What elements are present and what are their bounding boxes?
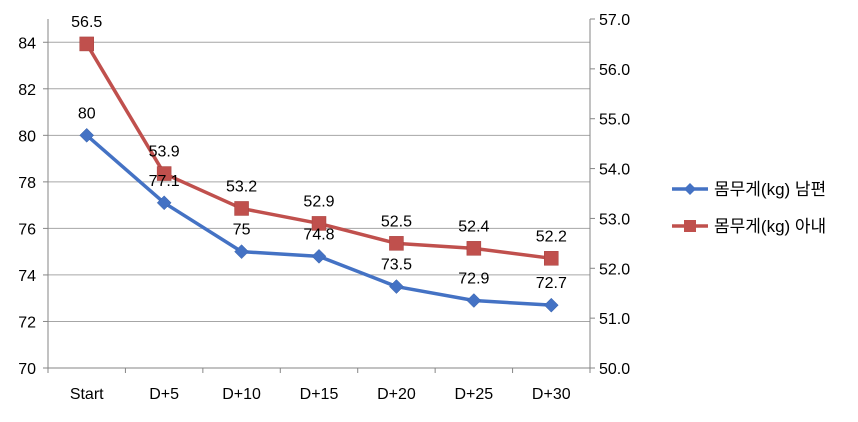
diamond-marker bbox=[543, 297, 559, 313]
y-right-tick-label: 56.0 bbox=[599, 62, 630, 79]
y-right-tick-label: 51.0 bbox=[599, 311, 630, 328]
y-left-tick-label: 82 bbox=[18, 82, 36, 99]
data-label-series-1: 72.7 bbox=[536, 275, 567, 292]
diamond-marker bbox=[311, 248, 327, 264]
y-left-tick-label: 76 bbox=[18, 221, 36, 238]
legend-diamond-marker bbox=[684, 183, 696, 195]
legend-label-2: 몸무게(kg) 아내 bbox=[714, 217, 826, 236]
y-left-tick-label: 78 bbox=[18, 175, 36, 192]
x-tick-label: D+25 bbox=[455, 386, 494, 403]
data-label-series-2: 52.4 bbox=[458, 218, 489, 235]
data-label-series-2: 53.2 bbox=[226, 178, 257, 195]
y-left-tick-label: 70 bbox=[18, 361, 36, 378]
data-label-series-2: 52.5 bbox=[381, 213, 412, 230]
square-marker bbox=[79, 36, 94, 52]
square-marker bbox=[156, 166, 172, 181]
data-label-series-2: 52.9 bbox=[303, 193, 334, 210]
x-tick-label: D+15 bbox=[300, 386, 339, 403]
x-tick-label: Start bbox=[70, 386, 104, 403]
axes: 70 72 74 76 78 80 82 84 50.0 51.0 52.0 53.0 54.0 55.0… bbox=[18, 12, 630, 403]
y-right-tick-label: 53.0 bbox=[599, 211, 630, 228]
diamond-marker bbox=[79, 127, 95, 143]
data-label-series-1: 72.9 bbox=[458, 271, 489, 288]
square-marker bbox=[466, 241, 482, 256]
square-marker bbox=[311, 216, 327, 231]
data-label-series-2: 53.9 bbox=[149, 144, 180, 161]
y-right-tick-label: 57.0 bbox=[599, 12, 630, 29]
data-labels: 80 77.1 75 74.8 73.5 72.9 72.7 56.5 53.9 53.2 52.9… bbox=[71, 14, 567, 292]
y-left-tick-label: 74 bbox=[18, 268, 36, 285]
diamond-marker bbox=[466, 293, 482, 308]
diamond-marker bbox=[156, 195, 172, 211]
square-marker bbox=[234, 201, 249, 216]
legend-label-1: 몸무게(kg) 남편 bbox=[714, 180, 826, 199]
y-left-tick-label: 80 bbox=[18, 128, 36, 145]
x-tick-label: D+10 bbox=[222, 386, 261, 403]
y-right-tick-label: 55.0 bbox=[599, 112, 630, 129]
data-label-series-2: 56.5 bbox=[71, 14, 102, 31]
y-right-tick-label: 54.0 bbox=[599, 162, 630, 179]
series-group bbox=[79, 36, 559, 313]
data-label-series-2: 52.2 bbox=[536, 228, 567, 245]
data-label-series-1: 75 bbox=[233, 222, 251, 239]
data-label-series-1: 80 bbox=[78, 105, 96, 122]
square-marker bbox=[544, 251, 559, 266]
y-right-tick-label: 52.0 bbox=[599, 261, 630, 278]
y-left-tick-label: 72 bbox=[18, 314, 36, 331]
data-label-series-1: 74.8 bbox=[303, 226, 334, 243]
y-right-tick-label: 50.0 bbox=[599, 361, 630, 378]
y-left-tick-label: 84 bbox=[18, 35, 36, 52]
diamond-marker bbox=[389, 279, 404, 294]
x-tick-label: D+20 bbox=[377, 386, 416, 403]
data-label-series-1: 77.1 bbox=[149, 173, 180, 190]
data-label-series-1: 73.5 bbox=[381, 257, 412, 274]
legend-square-marker bbox=[684, 220, 696, 232]
diamond-marker bbox=[234, 244, 249, 260]
x-tick-label: D+30 bbox=[532, 386, 571, 403]
x-tick-label: D+5 bbox=[149, 386, 179, 403]
square-marker bbox=[389, 236, 404, 251]
